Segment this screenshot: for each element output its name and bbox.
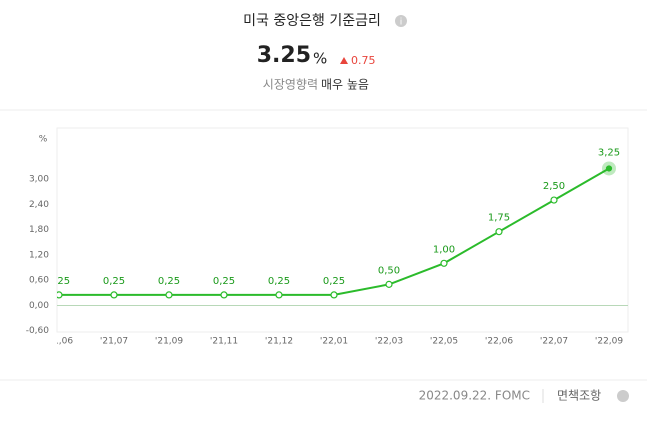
x-tick-label: '22,09 bbox=[595, 337, 624, 347]
rate-value: 3.25 bbox=[257, 43, 311, 68]
x-tick-label: '21,11 bbox=[210, 337, 238, 347]
y-unit: % bbox=[39, 135, 48, 145]
point bbox=[550, 196, 558, 204]
x-tick-label: '21,12 bbox=[265, 337, 293, 347]
point bbox=[275, 291, 283, 299]
point bbox=[57, 291, 63, 299]
value-label: 1,75 bbox=[488, 213, 510, 224]
info-icon[interactable] bbox=[617, 390, 629, 402]
y-tick-label: 1,80 bbox=[29, 225, 49, 235]
point bbox=[605, 165, 613, 172]
y-tick-label: 1,20 bbox=[29, 250, 49, 260]
x-tick-label: '21,07 bbox=[100, 337, 128, 347]
info-icon[interactable] bbox=[395, 15, 407, 27]
point bbox=[385, 280, 393, 288]
value-label: 0,25 bbox=[103, 276, 125, 287]
value-label: 0,25 bbox=[158, 276, 180, 287]
value-label: 3,25 bbox=[598, 147, 620, 158]
point bbox=[110, 291, 118, 299]
x-tick-label: '21,06 bbox=[45, 337, 74, 347]
rate-unit: % bbox=[313, 50, 327, 68]
x-tick-label: '22,05 bbox=[430, 337, 458, 347]
value-label: 0,25 bbox=[323, 276, 345, 287]
x-tick-label: '22,06 bbox=[485, 337, 514, 347]
value-label: 2,50 bbox=[543, 181, 565, 192]
value-label: 0,25 bbox=[268, 276, 290, 287]
value-label: 1,00 bbox=[433, 244, 455, 255]
value-label: 0,25 bbox=[48, 276, 70, 287]
value-label: 0,50 bbox=[378, 265, 400, 276]
impact-label: 시장영향력 bbox=[263, 78, 318, 92]
rate-change: 0.75 bbox=[351, 54, 376, 67]
plot-clip: '21,06 '21,07 '21,09 '21,11 '21,12 '22,01 '22,… bbox=[45, 147, 624, 347]
impact-value: 매우 높음 bbox=[321, 78, 369, 92]
y-tick-label: 2,40 bbox=[29, 200, 49, 210]
point bbox=[165, 291, 173, 299]
x-tick-label: '22,07 bbox=[540, 337, 568, 347]
point bbox=[330, 291, 338, 299]
x-tick-label: '22,03 bbox=[375, 337, 403, 347]
y-tick-label: -0,60 bbox=[26, 326, 50, 336]
value-label: 0,25 bbox=[213, 276, 235, 287]
info-icon-glyph: i bbox=[400, 18, 403, 28]
x-tick-label: '21,09 bbox=[155, 337, 184, 347]
point bbox=[495, 228, 503, 236]
y-tick-label: 3,00 bbox=[29, 175, 49, 185]
y-tick-label: 0,00 bbox=[29, 301, 49, 311]
up-arrow bbox=[340, 57, 348, 64]
point bbox=[440, 259, 448, 267]
y-tick-label: 0,60 bbox=[29, 276, 49, 286]
plot: '21,06 '21,07 '21,09 '21,11 '21,12 '22,01 '22,… bbox=[26, 147, 628, 347]
footer-date: 2022.09.22. FOMC bbox=[419, 389, 530, 403]
x-tick-label: '22,01 bbox=[320, 337, 348, 347]
disclaimer[interactable]: 면책조항 bbox=[557, 388, 601, 403]
plot-area bbox=[56, 127, 629, 333]
point bbox=[220, 291, 228, 299]
title: 미국 중앙은행 기준금리 bbox=[243, 13, 381, 29]
